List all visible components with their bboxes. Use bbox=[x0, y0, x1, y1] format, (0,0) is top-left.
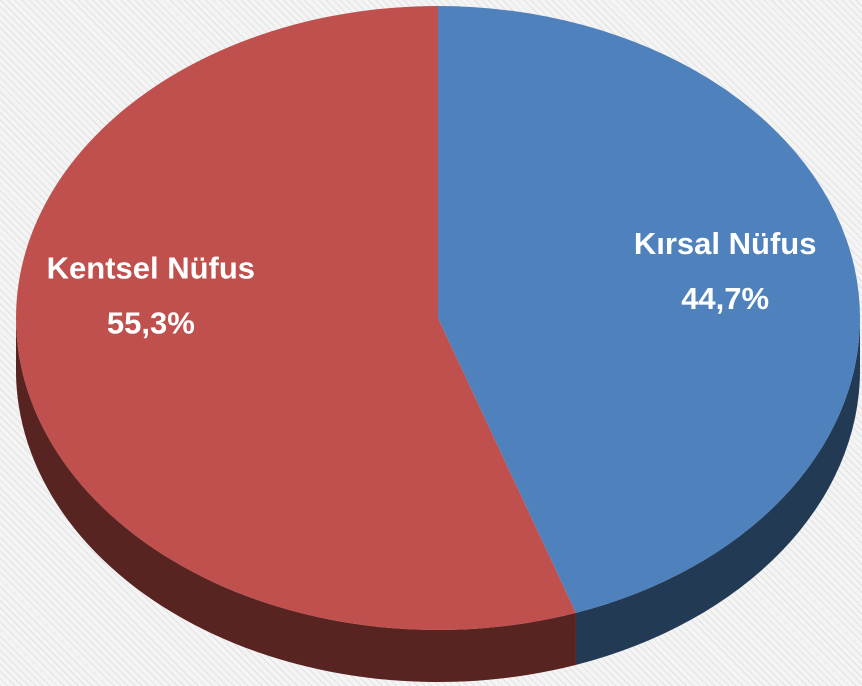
slice bbox=[438, 6, 861, 613]
slice-value-label: 44,7% bbox=[681, 281, 769, 316]
slice-value-label: 55,3% bbox=[107, 306, 195, 341]
slice-label: Kentsel Nüfus bbox=[47, 251, 255, 286]
slice-side-shade bbox=[16, 318, 576, 682]
slice-side-shade bbox=[575, 318, 860, 665]
slice-label: Kırsal Nüfus bbox=[634, 226, 817, 261]
slice bbox=[16, 6, 576, 630]
